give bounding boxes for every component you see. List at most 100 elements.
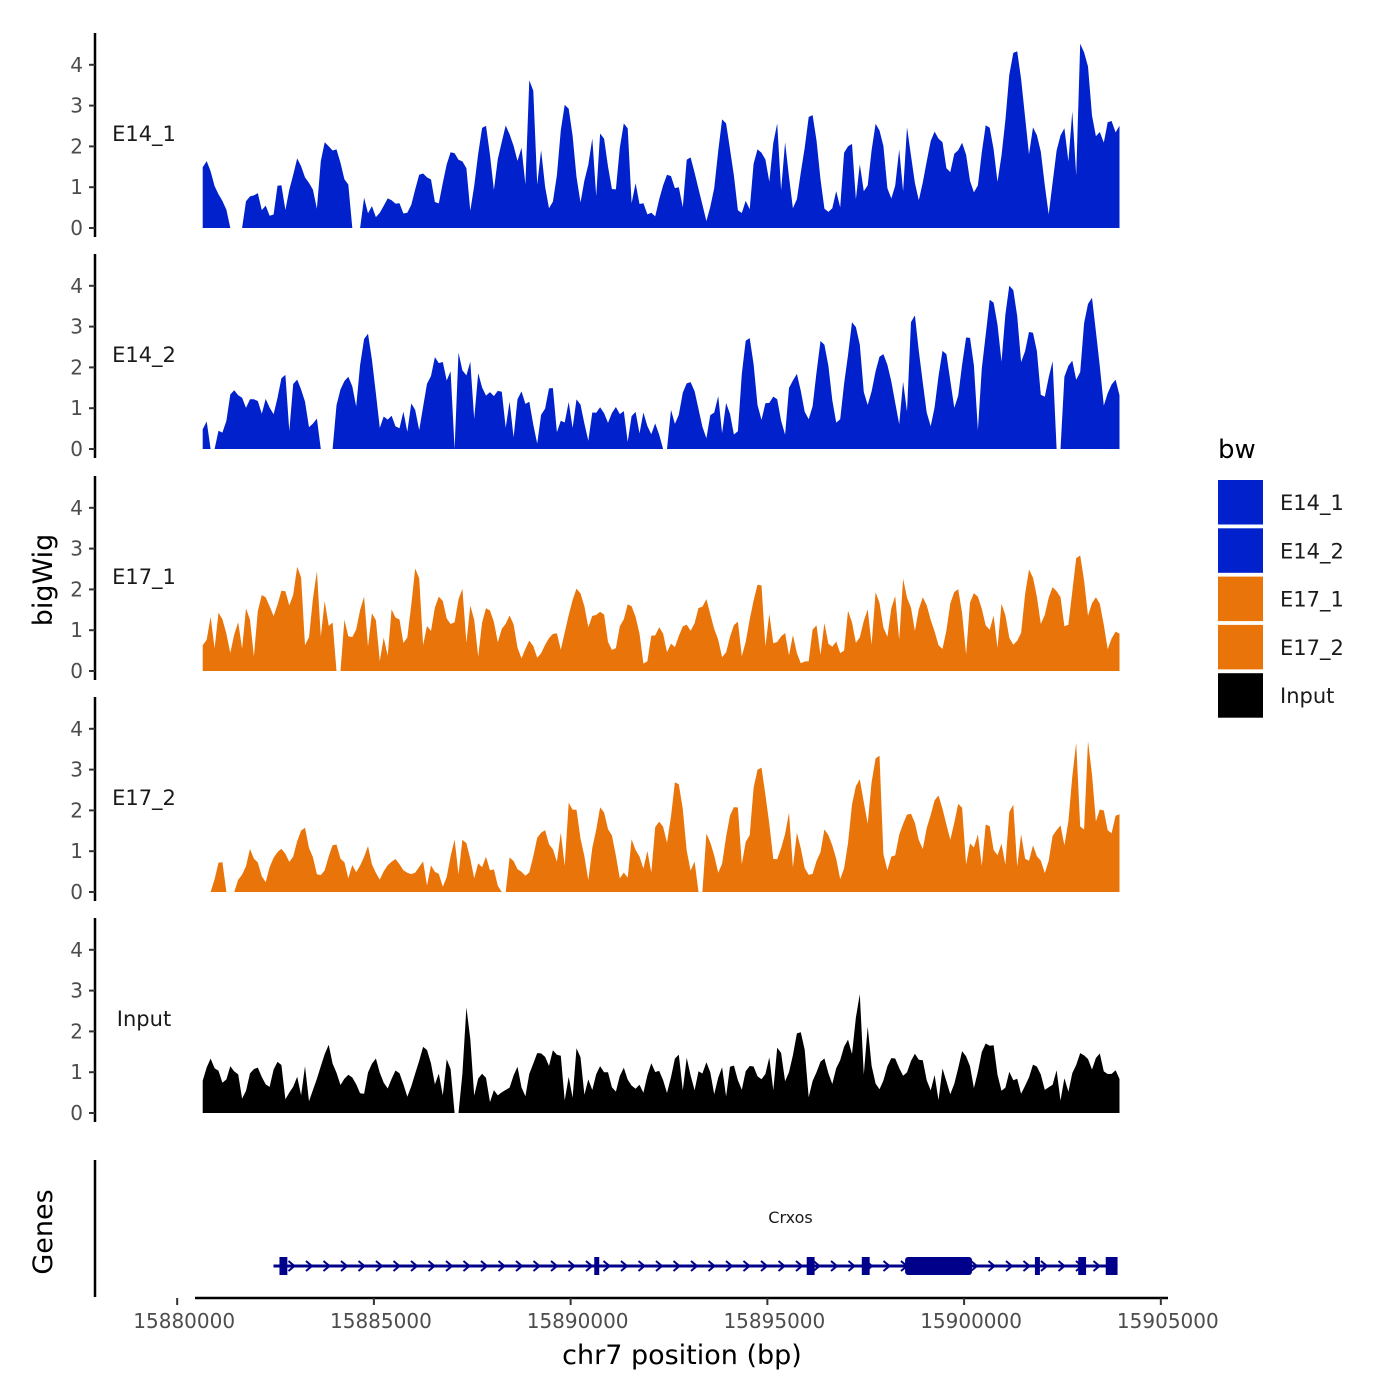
- legend-label: Input: [1280, 684, 1334, 708]
- y-axis-title: bigWig: [28, 534, 59, 627]
- strand-arrow: [515, 1260, 524, 1272]
- y-tick-label: 1: [70, 618, 83, 642]
- gene-exon: [861, 1257, 870, 1275]
- strand-arrow: [970, 1260, 979, 1272]
- x-tick-label: 15900000: [920, 1309, 1022, 1333]
- gene-annotation-panel: Crxos: [93, 1160, 1118, 1297]
- legend-label: E17_1: [1280, 588, 1344, 613]
- strand-arrow: [760, 1260, 769, 1272]
- gene-exon: [806, 1257, 815, 1275]
- x-tick-label: 15880000: [133, 1309, 235, 1333]
- strand-arrow: [725, 1260, 734, 1272]
- strand-arrow: [392, 1260, 402, 1272]
- track-e14-2: 0 1 2 3 4 E14_2: [70, 254, 1120, 461]
- strand-arrow: [707, 1260, 717, 1272]
- track-label: E14_1: [112, 122, 176, 147]
- strand-arrow: [357, 1260, 367, 1272]
- y-tick-label: 4: [70, 274, 83, 298]
- strand-arrow: [882, 1260, 892, 1272]
- y-tick-label: 4: [70, 53, 83, 77]
- coverage-area: [202, 994, 1120, 1113]
- gene-exon: [905, 1257, 972, 1275]
- legend-label: E17_2: [1280, 636, 1344, 661]
- y-tick-label: 0: [70, 216, 83, 240]
- x-tick-label: 15905000: [1117, 1309, 1219, 1333]
- strand-arrow: [672, 1260, 682, 1272]
- x-axis: 15880000 15885000 15890000 15895000 15900000…: [133, 1296, 1219, 1333]
- y-tick-label: 0: [70, 1101, 83, 1125]
- y-tick-label: 3: [70, 537, 83, 561]
- legend-key: [1218, 576, 1263, 622]
- gene-exon: [1034, 1257, 1040, 1275]
- y-tick-label: 4: [70, 938, 83, 962]
- strand-arrow: [322, 1260, 332, 1272]
- track-label: Input: [117, 1007, 171, 1031]
- strand-arrow: [567, 1260, 577, 1272]
- strand-arrow: [340, 1260, 349, 1272]
- y-tick-label: 0: [70, 880, 83, 904]
- x-tick-label: 15885000: [330, 1309, 432, 1333]
- legend-key: [1218, 528, 1263, 573]
- genes-axis-title: Genes: [28, 1189, 59, 1274]
- strand-arrow: [550, 1260, 559, 1272]
- gene-exon: [1078, 1257, 1087, 1275]
- track-e17-1: 0 1 2 3 4 E17_1: [70, 476, 1120, 683]
- y-tick-label: 2: [70, 577, 83, 601]
- legend: bw E14_1 E14_2 E17_1 E17_2 Input: [1218, 435, 1344, 718]
- strand-arrow: [620, 1260, 629, 1272]
- strand-arrow: [847, 1260, 857, 1272]
- strand-arrow: [532, 1260, 542, 1272]
- y-tick-label: 2: [70, 1019, 83, 1043]
- y-tick-label: 4: [70, 496, 83, 520]
- strand-arrow: [1022, 1260, 1032, 1272]
- legend-key: [1218, 673, 1263, 718]
- strand-arrow: [812, 1260, 822, 1272]
- y-tick-label: 0: [70, 437, 83, 461]
- strand-arrow: [795, 1260, 804, 1272]
- strand-arrow: [1040, 1260, 1049, 1272]
- y-tick-label: 1: [70, 175, 83, 199]
- y-tick-label: 3: [70, 758, 83, 782]
- legend-label: E14_2: [1280, 539, 1344, 564]
- strand-arrow: [830, 1260, 839, 1272]
- coverage-area: [202, 43, 1120, 228]
- strand-arrow: [410, 1260, 419, 1272]
- y-tick-label: 2: [70, 798, 83, 822]
- strand-arrow: [690, 1260, 699, 1272]
- gene-exon: [594, 1257, 600, 1275]
- strand-arrow: [987, 1260, 997, 1272]
- strand-arrow: [462, 1260, 472, 1272]
- strand-arrow: [777, 1260, 787, 1272]
- strand-arrow: [375, 1260, 384, 1272]
- strand-arrow: [655, 1260, 664, 1272]
- x-tick-label: 15895000: [723, 1309, 825, 1333]
- strand-arrow: [602, 1260, 612, 1272]
- y-tick-label: 1: [70, 396, 83, 420]
- y-tick-label: 0: [70, 659, 83, 683]
- strand-arrow: [637, 1260, 647, 1272]
- strand-arrow: [1092, 1260, 1102, 1272]
- strand-arrow: [1057, 1260, 1067, 1272]
- gene-exon: [279, 1257, 288, 1275]
- x-axis-title: chr7 position (bp): [562, 1340, 802, 1371]
- track-label: E17_2: [112, 786, 176, 811]
- legend-key: [1218, 480, 1263, 525]
- coverage-area: [202, 555, 1120, 671]
- track-label: E17_1: [112, 565, 176, 590]
- gene-name-label: Crxos: [768, 1208, 812, 1227]
- coverage-area: [202, 741, 1120, 892]
- strand-arrow: [480, 1260, 489, 1272]
- strand-arrow: [305, 1260, 314, 1272]
- y-tick-label: 1: [70, 839, 83, 863]
- coverage-tracks: 0 1 2 3 4 E14_1 0 1 2 3 4 E14_2 0 1 2 3 4 E17_1 0 1 2 3 4 E17_2…: [70, 33, 1120, 1125]
- track-label: E14_2: [112, 343, 176, 368]
- y-tick-label: 2: [70, 355, 83, 379]
- legend-title: bw: [1218, 435, 1256, 465]
- track-e14-1: 0 1 2 3 4 E14_1: [70, 33, 1120, 240]
- y-tick-label: 3: [70, 979, 83, 1003]
- track-e17-2: 0 1 2 3 4 E17_2: [70, 697, 1120, 904]
- strand-arrow: [287, 1260, 297, 1272]
- legend-label: E14_1: [1280, 491, 1344, 516]
- strand-arrow: [427, 1260, 437, 1272]
